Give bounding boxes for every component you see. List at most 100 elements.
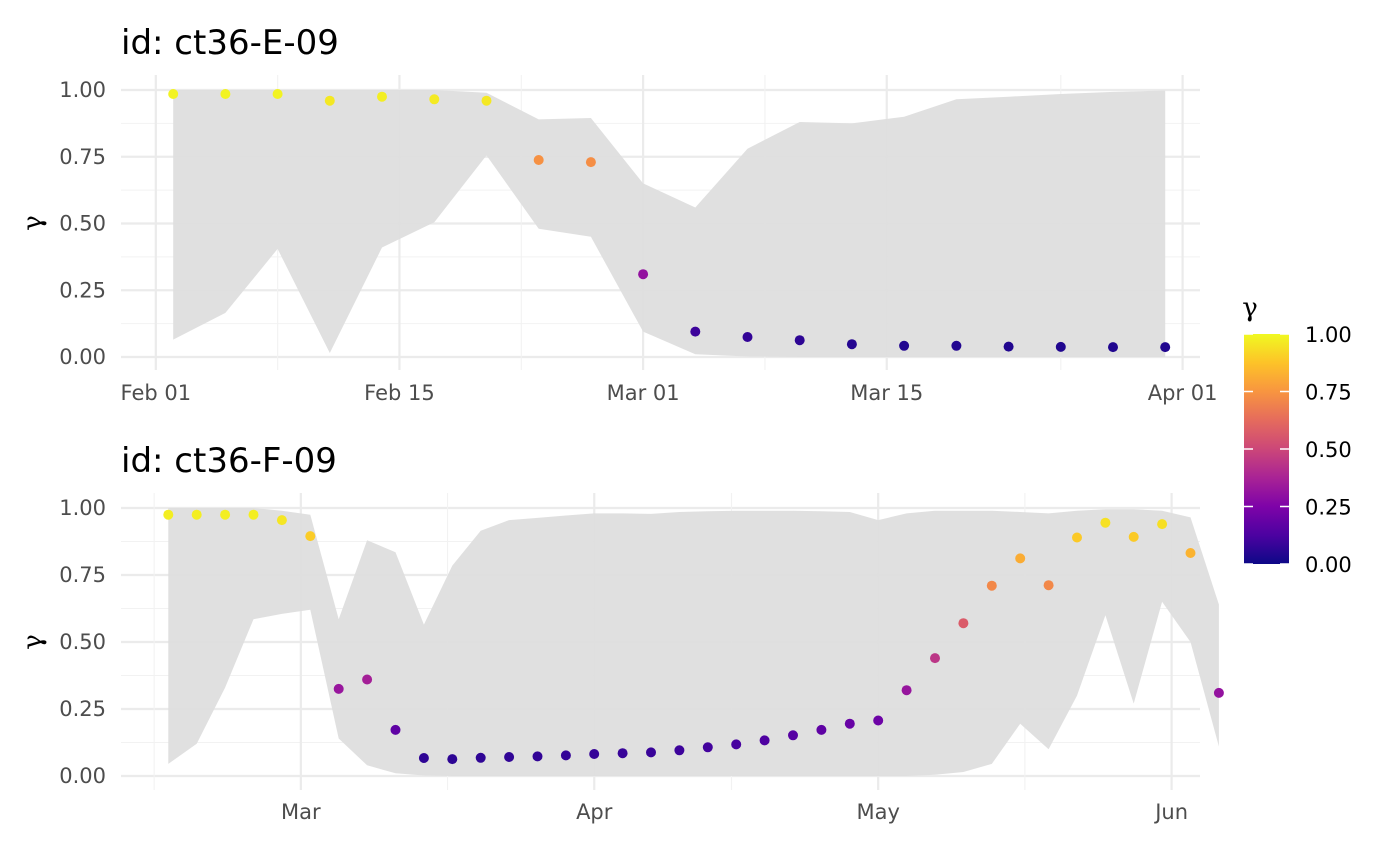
data-point — [794, 335, 805, 346]
panel-2-title: id: ct36-F-09 — [121, 441, 337, 481]
data-point — [585, 157, 596, 168]
y-tick-label: 0.00 — [59, 345, 106, 369]
data-point — [324, 95, 335, 106]
panel-2-points — [163, 509, 1224, 765]
x-tick-label: Apr — [576, 800, 613, 824]
data-point — [1003, 341, 1014, 352]
data-point — [276, 515, 287, 526]
data-point — [1157, 519, 1168, 530]
legend-tick-label: 0.50 — [1305, 438, 1352, 462]
data-point — [305, 531, 316, 542]
data-point — [617, 748, 628, 759]
legend-ticks: 1.00 0.75 0.50 0.25 0.00 — [1244, 323, 1352, 577]
y-tick-label: 1.00 — [59, 78, 106, 102]
data-point — [481, 95, 492, 106]
data-point — [638, 269, 649, 280]
y-tick-label: 0.75 — [59, 145, 106, 169]
legend-tick-label: 0.00 — [1305, 553, 1352, 577]
data-point — [930, 653, 940, 664]
data-point — [1043, 580, 1054, 591]
data-point — [533, 155, 544, 165]
data-point — [475, 752, 486, 763]
panel-1-title: id: ct36-E-09 — [121, 23, 339, 63]
x-tick-label: Mar 01 — [607, 381, 680, 405]
data-point — [702, 742, 713, 753]
x-tick-label: Jun — [1153, 800, 1188, 824]
x-tick-label: May — [856, 800, 899, 824]
credible-interval-ribbon — [168, 508, 1219, 776]
legend-tick-label: 1.00 — [1305, 323, 1352, 347]
panel-2-ribbon — [168, 508, 1219, 776]
data-point — [163, 509, 174, 520]
y-tick-label: 0.50 — [59, 212, 106, 236]
x-tick-label: Mar — [281, 800, 321, 824]
data-point — [901, 685, 912, 696]
panel-2: id: ct36-F-09 0.00 0.25 0.50 0.75 1.00 Mar Ap… — [18, 441, 1224, 824]
data-point — [986, 580, 997, 591]
data-point — [220, 89, 231, 99]
panel-1-points — [168, 89, 1171, 353]
data-point — [1185, 548, 1196, 558]
y-tick-label: 1.00 — [59, 496, 106, 520]
data-point — [504, 752, 515, 762]
data-point — [731, 739, 742, 750]
color-legend: γ 1.00 0.75 0.50 0.25 0.00 — [1242, 293, 1352, 577]
data-point — [674, 745, 685, 756]
data-point — [168, 89, 179, 99]
y-tick-label: 0.25 — [59, 278, 106, 302]
data-point — [1100, 517, 1111, 528]
panel-1-y-axis-title: γ — [18, 215, 48, 231]
data-point — [846, 339, 857, 350]
data-point — [418, 753, 429, 763]
data-point — [759, 735, 770, 746]
legend-tick-label: 0.75 — [1305, 381, 1352, 405]
panel-2-y-ticks: 0.00 0.25 0.50 0.75 1.00 — [59, 496, 106, 788]
data-point — [191, 509, 202, 520]
x-tick-label: Mar 15 — [850, 381, 923, 405]
data-point — [220, 509, 231, 520]
legend-title: γ — [1242, 293, 1258, 323]
data-point — [958, 618, 969, 629]
data-point — [532, 751, 543, 762]
data-point — [1055, 341, 1066, 352]
data-point — [447, 754, 458, 765]
data-point — [1015, 553, 1026, 564]
data-point — [1108, 342, 1118, 353]
data-point — [1213, 687, 1224, 698]
data-point — [899, 340, 910, 351]
data-point — [560, 750, 571, 761]
panel-2-y-axis-title: γ — [18, 634, 48, 650]
data-point — [844, 718, 855, 729]
panel-1-x-ticks: Feb 01 Feb 15 Mar 01 Mar 15 Apr 01 — [121, 381, 1218, 405]
data-point — [646, 747, 656, 758]
data-point — [1128, 531, 1139, 542]
data-point — [248, 509, 259, 520]
credible-interval-ribbon — [173, 90, 1166, 357]
y-tick-label: 0.00 — [59, 764, 106, 788]
data-point — [429, 94, 440, 105]
panel-1-ribbon — [173, 90, 1166, 357]
y-tick-label: 0.25 — [59, 697, 106, 721]
data-point — [589, 749, 600, 759]
data-point — [788, 730, 798, 741]
panel-1: id: ct36-E-09 0.00 0.25 0.50 0.75 1.00 Feb 0… — [18, 23, 1217, 405]
data-point — [390, 724, 401, 735]
y-tick-label: 0.75 — [59, 563, 106, 587]
data-point — [951, 340, 962, 351]
data-point — [362, 674, 373, 685]
data-point — [742, 332, 753, 342]
x-tick-label: Feb 15 — [364, 381, 435, 405]
data-point — [333, 683, 344, 694]
data-point — [690, 326, 701, 337]
x-tick-label: Feb 01 — [121, 381, 192, 405]
legend-tick-label: 0.25 — [1305, 496, 1352, 520]
data-point — [873, 715, 884, 726]
data-point — [1072, 532, 1082, 543]
data-point — [1160, 342, 1171, 353]
x-tick-label: Apr 01 — [1148, 381, 1218, 405]
data-point — [816, 724, 827, 735]
panel-2-x-ticks: Mar Apr May Jun — [281, 800, 1188, 824]
data-point — [272, 89, 283, 99]
data-point — [377, 91, 387, 102]
